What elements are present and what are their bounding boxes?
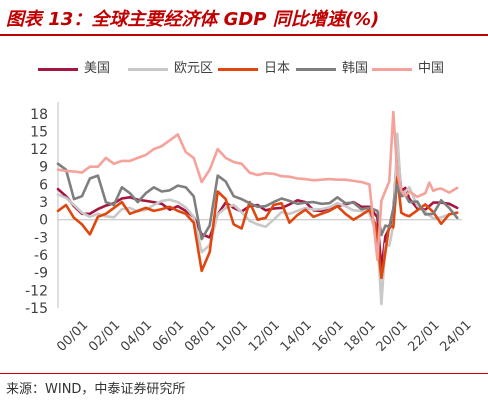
legend-swatch	[128, 68, 168, 71]
legend-swatch	[296, 68, 336, 71]
y-tick-label: 18	[30, 107, 48, 123]
chart-title: 图表 13：全球主要经济体 GDP 同比增速(%)	[6, 9, 380, 30]
y-tick-label: -3	[34, 230, 48, 246]
series-line-欧元区	[56, 132, 459, 306]
y-tick-label: 0	[39, 213, 48, 229]
title-underline	[0, 34, 488, 36]
x-tick-label: 08/01	[182, 318, 219, 355]
x-tick-label: 20/01	[374, 318, 411, 355]
x-tick-label: 04/01	[118, 318, 155, 355]
y-tick-label: 12	[30, 142, 48, 158]
legend-label: 中国	[418, 61, 445, 76]
y-tick-label: 6	[39, 177, 48, 193]
x-tick-label: 00/01	[54, 318, 91, 355]
x-tick-label: 10/01	[214, 318, 251, 355]
legend-swatch	[372, 68, 412, 71]
legend-label: 美国	[84, 61, 111, 76]
x-tick-label: 14/01	[278, 318, 315, 355]
legend-label: 韩国	[342, 61, 369, 76]
x-tick-label: 18/01	[342, 318, 379, 355]
series-line-中国	[56, 110, 459, 261]
x-tick-label: 16/01	[310, 318, 347, 355]
x-tick-label: 24/01	[437, 318, 474, 355]
y-tick-label: 15	[30, 124, 48, 140]
legend-swatch	[38, 68, 78, 71]
y-tick-label: -6	[34, 248, 48, 264]
y-tick-label: 3	[39, 195, 48, 211]
legend-swatch	[218, 68, 258, 71]
y-tick-label: -12	[25, 283, 48, 299]
x-tick-label: 12/01	[246, 318, 283, 355]
chart-title-bar: 图表 13：全球主要经济体 GDP 同比增速(%)	[0, 0, 488, 34]
source-divider	[0, 373, 488, 374]
x-tick-label: 06/01	[150, 318, 187, 355]
source-note: 来源：WIND，中泰证券研究所	[6, 382, 186, 397]
y-tick-label: 9	[39, 160, 48, 176]
legend-label: 欧元区	[174, 61, 214, 76]
y-tick-label: -15	[25, 301, 48, 317]
series-line-韩国	[56, 162, 459, 241]
x-tick-label: 02/01	[86, 318, 123, 355]
legend-label: 日本	[264, 61, 291, 76]
x-tick-label: 22/01	[406, 318, 443, 355]
y-tick-label: -9	[34, 266, 48, 282]
